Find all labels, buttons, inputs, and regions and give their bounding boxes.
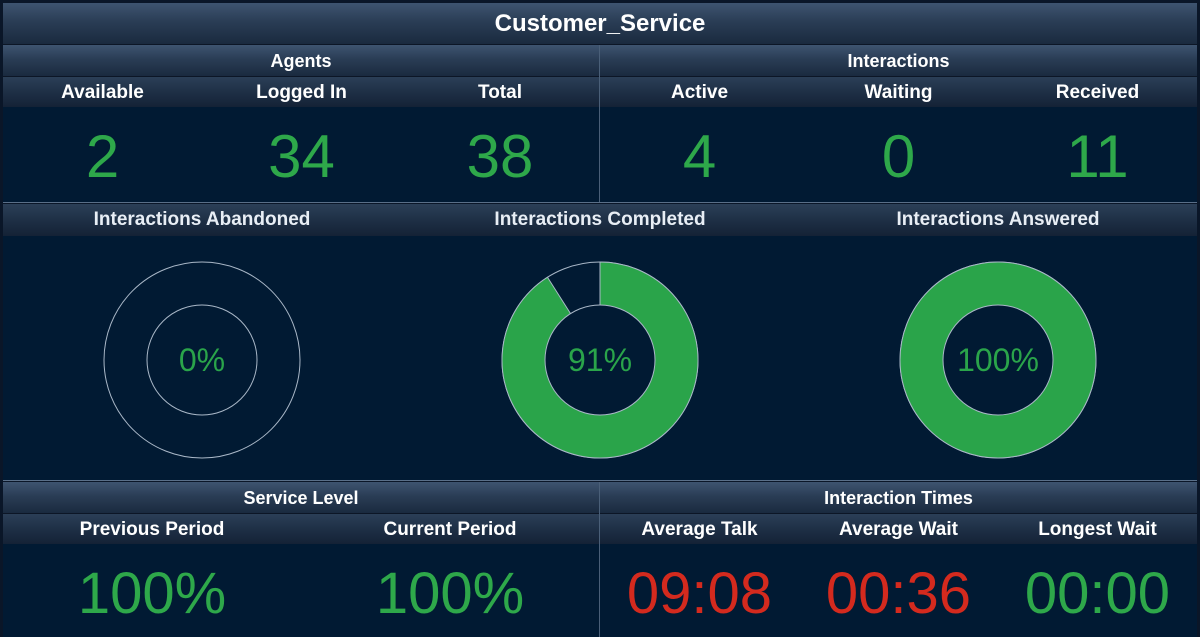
average-talk-value: 09:08 — [626, 561, 773, 626]
dashboard-title: Customer_Service — [3, 3, 1197, 45]
abandoned-title: Interactions Abandoned — [93, 209, 311, 230]
donut-percent-label: 0% — [179, 342, 225, 378]
donut-percent-label: 91% — [568, 342, 632, 378]
longest-wait-label: Longest Wait — [1038, 519, 1157, 540]
received-value: 11 — [1066, 123, 1129, 190]
average-wait-label: Average Wait — [839, 519, 958, 540]
service-level-labels-row — [3, 514, 599, 544]
available-value: 2 — [85, 123, 120, 190]
row2-bottom-line — [3, 480, 1197, 481]
previous-period-value: 100% — [77, 561, 227, 626]
current-period-label: Current Period — [383, 519, 517, 540]
previous-period-label: Previous Period — [79, 519, 225, 540]
total-value: 38 — [466, 123, 534, 190]
average-talk-label: Average Talk — [641, 519, 758, 540]
interactions-header: Interactions — [600, 45, 1197, 77]
service-level-header: Service Level — [3, 482, 599, 514]
agents-labels-row — [3, 77, 599, 107]
active-value: 4 — [682, 123, 717, 190]
answered-title: Interactions Answered — [896, 209, 1100, 230]
donut-percent-label: 100% — [957, 342, 1039, 378]
abandoned-donut: 0% — [103, 261, 301, 459]
available-label: Available — [61, 82, 144, 103]
donut-hole — [544, 304, 656, 416]
answered-donut: 100% — [899, 261, 1097, 459]
interaction-times-labels-row — [600, 514, 1197, 544]
logged-in-label: Logged In — [256, 82, 347, 103]
interactions-labels-row — [600, 77, 1197, 107]
longest-wait-value: 00:00 — [1024, 561, 1171, 626]
completed-title: Interactions Completed — [494, 209, 706, 230]
total-label: Total — [478, 82, 522, 103]
donut-titles-row — [3, 204, 1197, 236]
agents-header: Agents — [3, 45, 599, 77]
average-wait-value: 00:36 — [825, 561, 972, 626]
logged-in-value: 34 — [268, 123, 335, 190]
waiting-value: 0 — [881, 123, 916, 190]
completed-donut: 91% — [501, 261, 699, 459]
donut-hole — [942, 304, 1054, 416]
waiting-label: Waiting — [864, 82, 933, 103]
donut-hole — [146, 304, 258, 416]
received-label: Received — [1055, 82, 1140, 103]
donut-outer-ring — [103, 261, 301, 459]
active-label: Active — [670, 82, 729, 103]
row1-bottom-line — [3, 202, 1197, 203]
current-period-value: 100% — [375, 561, 525, 626]
row1-divider — [599, 45, 600, 202]
interaction-times-header: Interaction Times — [600, 482, 1197, 514]
row3-divider — [599, 482, 600, 637]
